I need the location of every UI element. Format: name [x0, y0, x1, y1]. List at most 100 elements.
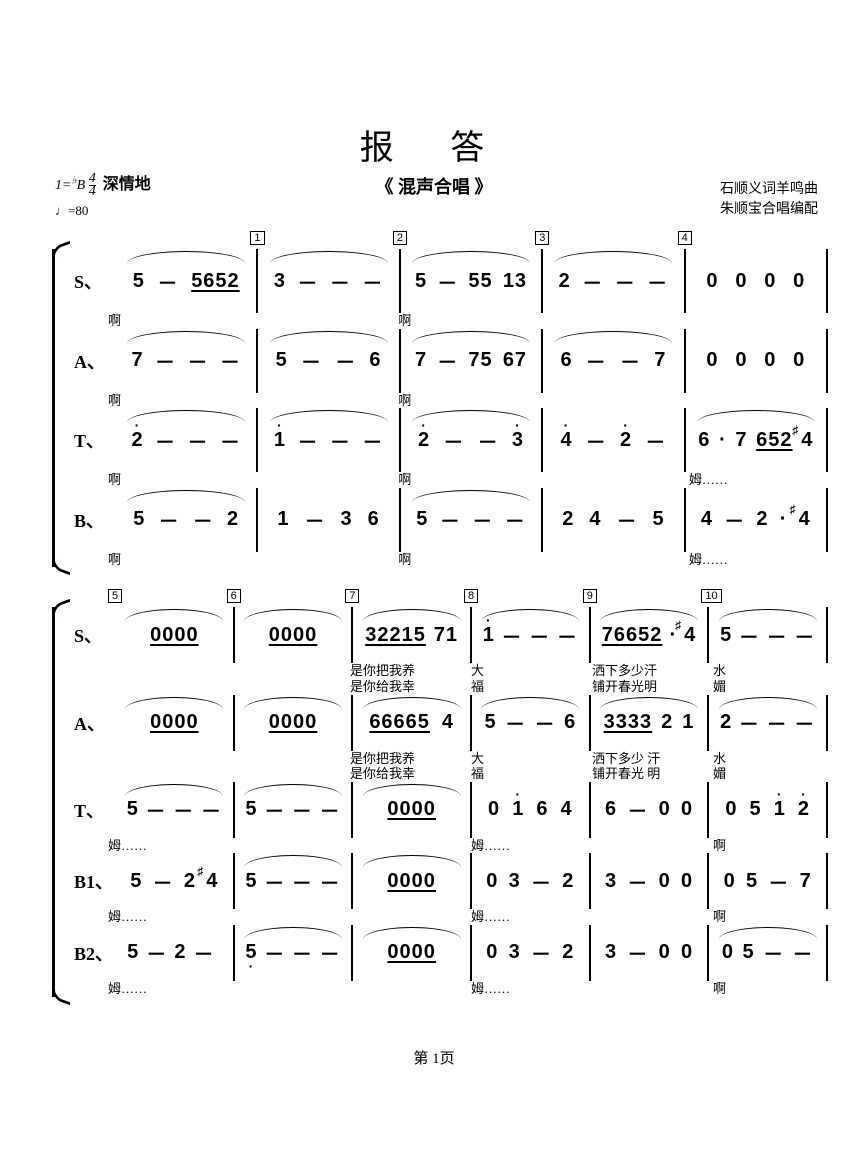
- measure: 0000: [353, 925, 472, 981]
- lyric-row: 姆……姆……啊: [102, 981, 828, 997]
- page-footer: 第 1页: [40, 1047, 828, 1068]
- measure: 3－00: [591, 853, 710, 909]
- measure: 5－－2: [116, 488, 258, 552]
- measure-number: 5: [108, 589, 122, 603]
- measure: 333321: [591, 695, 710, 751]
- measures: 50000600007322157181－－－976652·4105－－－: [116, 607, 828, 663]
- staff-row-T: T、2－－－1－－－2－－34－2－6·76524: [60, 408, 828, 472]
- lyric-cell: [683, 313, 828, 329]
- tempo-marking: ♩=80: [55, 203, 151, 219]
- measure: 0000: [686, 329, 828, 393]
- measure: 81－－－: [472, 607, 591, 663]
- staff-row-T: T、5－－－5－－－000001646－000512: [60, 782, 828, 838]
- key-signature: 1=♭B 44: [55, 178, 96, 193]
- lyric-cell: [223, 909, 344, 925]
- lyric-cell: 姆……: [683, 552, 828, 568]
- measure: 6－－7: [543, 329, 685, 393]
- measure: 5－－－: [401, 488, 543, 552]
- measure: 5－－－: [116, 782, 235, 838]
- voice-label: T、: [60, 427, 116, 453]
- measures: 5－－21－365－－－24－54－2·4: [116, 488, 828, 552]
- lyric-cell: 啊: [392, 472, 537, 488]
- lyric-cell: 姆……: [102, 981, 223, 997]
- lyric-row: 姆……姆……啊: [102, 909, 828, 925]
- measure-number: 10: [701, 589, 721, 603]
- measure: 1－36: [258, 488, 400, 552]
- lyric-cell: [247, 552, 392, 568]
- lyric-cell: [344, 838, 465, 854]
- measure-number: 7: [345, 589, 359, 603]
- measure: 5－5652: [116, 249, 258, 313]
- measure: 24－5: [543, 488, 685, 552]
- voice-label: B、: [60, 507, 116, 533]
- credit-line-1: 石顺义词羊鸣曲: [720, 180, 818, 200]
- lyric-row: 啊 啊 姆……: [102, 472, 828, 488]
- lyric-cell: 啊: [102, 472, 247, 488]
- staff-row-B: B、5－－21－365－－－24－54－2·4: [60, 488, 828, 552]
- lyric-cell: 姆……: [102, 838, 223, 854]
- lyric-cell: [223, 751, 344, 782]
- measure: 6－00: [591, 782, 710, 838]
- lyric-row: 啊啊: [102, 393, 828, 409]
- measure: 7－7567: [401, 329, 543, 393]
- measure: 976652·4: [591, 607, 710, 663]
- voice-label: T、: [60, 797, 116, 823]
- page: 报 答 《 混声合唱 》 1=♭B 44 深情地 ♩=80 石顺义词羊鸣曲 朱顺…: [0, 0, 868, 1108]
- lyric-row: 是你把我养是你给我幸大福洒下多少汗铺开春光明水媚: [102, 663, 828, 694]
- lyric-cell: 姆……: [683, 472, 828, 488]
- system-2: S、50000600007322157181－－－976652·4105－－－是…: [60, 607, 828, 996]
- lyric-cell: 水媚: [707, 663, 828, 694]
- measure: 5－－－: [235, 925, 354, 981]
- system-1: S、5－565213－－－25－551332－－－40000啊啊A、7－－－5－…: [60, 249, 828, 567]
- measure: 5－－－: [235, 853, 354, 909]
- voice-label: S、: [60, 268, 116, 294]
- lyric-cell: 姆……: [465, 981, 586, 997]
- measure-number: 3: [535, 231, 549, 245]
- meta-left: 1=♭B 44 深情地 ♩=80: [55, 170, 151, 219]
- measure: 03－2: [472, 853, 591, 909]
- lyric-cell: [538, 552, 683, 568]
- measures: 2－－－1－－－2－－34－2－6·76524: [116, 408, 828, 472]
- lyric-cell: 啊: [102, 393, 247, 409]
- measure: 3－00: [591, 925, 710, 981]
- expression-marking: 深情地: [103, 176, 151, 193]
- lyric-cell: [586, 838, 707, 854]
- measure-number: 1: [250, 231, 264, 245]
- lyric-cell: 啊: [392, 313, 537, 329]
- measure: 666654: [353, 695, 472, 751]
- measure: 4－2－: [543, 408, 685, 472]
- measure: 2－－3: [401, 408, 543, 472]
- lyric-cell: 啊: [707, 838, 828, 854]
- lyric-cell: 洒下多少汗铺开春光明: [586, 663, 707, 694]
- measures: 5－2－5－－－000003－23－0005－－: [116, 925, 828, 981]
- measure: 0512: [709, 782, 828, 838]
- voice-label: B2、: [60, 940, 116, 966]
- lyric-cell: 姆……: [465, 838, 586, 854]
- measure: 5－2－: [116, 925, 235, 981]
- staff-row-S: S、5－565213－－－25－551332－－－40000: [60, 249, 828, 313]
- lyric-cell: [344, 981, 465, 997]
- measure-number: 2: [393, 231, 407, 245]
- staff-row-B1: B1、5－245－－－000003－23－0005－7: [60, 853, 828, 909]
- measure-number: 8: [464, 589, 478, 603]
- measure: 05－－: [709, 925, 828, 981]
- measure-number: 9: [583, 589, 597, 603]
- lyric-cell: 大福: [465, 663, 586, 694]
- measure: 5－－6: [258, 329, 400, 393]
- lyric-cell: 大福: [465, 751, 586, 782]
- lyric-cell: [586, 981, 707, 997]
- lyric-cell: [344, 909, 465, 925]
- lyric-cell: 洒下多少 汗铺开春光 明: [586, 751, 707, 782]
- staff-row-S: S、50000600007322157181－－－976652·4105－－－: [60, 607, 828, 663]
- measure-number: 6: [227, 589, 241, 603]
- lyric-cell: 姆……: [465, 909, 586, 925]
- measure: 40000: [686, 249, 828, 313]
- measure: 1－－－: [258, 408, 400, 472]
- measure: 32－－－: [543, 249, 685, 313]
- subtitle: 《 混声合唱 》: [40, 173, 828, 199]
- measure: 13－－－: [258, 249, 400, 313]
- measure: 0000: [235, 695, 354, 751]
- lyric-cell: [538, 472, 683, 488]
- lyric-cell: 啊: [102, 552, 247, 568]
- lyric-cell: [223, 981, 344, 997]
